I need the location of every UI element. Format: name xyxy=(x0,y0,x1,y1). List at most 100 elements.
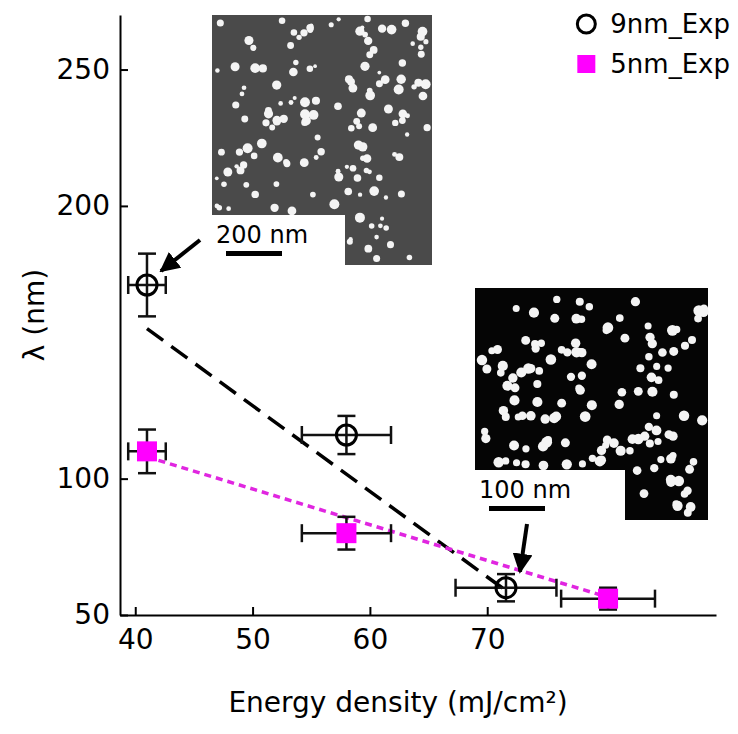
x-error-bar xyxy=(456,579,557,597)
inset-particle xyxy=(291,29,298,36)
inset-particle xyxy=(646,439,654,447)
inset-particle xyxy=(567,373,575,381)
inset-particle xyxy=(645,423,653,431)
inset-particle xyxy=(398,191,405,198)
inset-particle xyxy=(529,308,539,318)
inset-particle xyxy=(381,75,390,84)
scale-bar-label: 100 nm xyxy=(479,476,571,504)
scale-bar xyxy=(489,506,545,511)
inset-particle xyxy=(302,116,311,125)
inset-particle xyxy=(698,307,708,317)
inset-particle xyxy=(561,438,570,447)
inset-particle xyxy=(313,64,317,68)
inset-particle xyxy=(502,413,510,421)
inset-particle xyxy=(347,239,353,245)
inset-particle xyxy=(633,466,642,475)
inset-particle xyxy=(369,223,375,229)
inset-background xyxy=(212,15,432,265)
inset-particle xyxy=(620,334,629,343)
inset-particle xyxy=(685,465,694,474)
inset-particle xyxy=(360,62,369,71)
inset-particle xyxy=(241,116,248,123)
inset-particle xyxy=(357,109,366,118)
inset-particle xyxy=(356,123,362,129)
inset-particle xyxy=(668,432,677,441)
y-error-bar xyxy=(497,574,515,601)
inset-particle xyxy=(515,413,522,420)
inset-particle xyxy=(616,446,626,456)
inset-particle xyxy=(497,369,505,377)
inset-particle xyxy=(314,155,319,160)
inset-particle xyxy=(215,204,220,209)
inset-particle xyxy=(697,415,707,425)
inset-particle xyxy=(300,29,307,36)
data-point xyxy=(137,275,157,295)
tick-mark xyxy=(252,607,254,615)
tick-mark xyxy=(120,69,128,71)
inset-particle xyxy=(360,25,364,29)
inset-particle xyxy=(374,235,379,240)
inset-particle xyxy=(232,101,239,108)
inset-particle xyxy=(521,336,530,345)
error-cap xyxy=(390,426,393,444)
inset-particle xyxy=(481,434,490,443)
inset-particle xyxy=(387,25,397,35)
inset-particle xyxy=(477,355,487,365)
data-point xyxy=(137,441,157,461)
inset-particle xyxy=(265,107,272,114)
inset-particle xyxy=(513,305,520,312)
inset-particle xyxy=(531,340,539,348)
inset-particle xyxy=(586,303,593,310)
inset-particle xyxy=(597,446,606,455)
inset-particle xyxy=(587,400,597,410)
inset-particle xyxy=(647,373,657,383)
tick-mark xyxy=(120,478,128,480)
inset-particle xyxy=(645,353,652,360)
series xyxy=(128,254,556,602)
inset-particle xyxy=(329,199,339,209)
inset-particle xyxy=(234,164,238,168)
inset-particle xyxy=(631,297,640,306)
inset-particle xyxy=(399,59,406,66)
inset-particle xyxy=(259,64,267,72)
inset-particle xyxy=(645,322,652,329)
inset-particle xyxy=(576,298,584,306)
inset-particle xyxy=(557,399,566,408)
inset-particle xyxy=(309,24,313,28)
inset-particle xyxy=(516,368,526,378)
inset-particle xyxy=(223,168,232,177)
inset-particle xyxy=(407,255,413,261)
inset-particle xyxy=(306,24,314,32)
inset-particle xyxy=(284,160,291,167)
inset-particle xyxy=(384,195,388,199)
tick-mark xyxy=(120,615,128,617)
inset-particle xyxy=(587,359,597,369)
inset-particle xyxy=(411,84,416,89)
inset-particle xyxy=(242,85,247,90)
inset-particle xyxy=(394,84,404,94)
inset-particle xyxy=(508,373,517,382)
inset-particle xyxy=(423,39,428,44)
inset-particle xyxy=(378,223,383,228)
inset-particle xyxy=(636,364,644,372)
inset-particle xyxy=(546,354,557,365)
inset-particle xyxy=(580,411,591,422)
inset-particle xyxy=(664,364,671,371)
inset-particle xyxy=(217,19,224,26)
inset-particle xyxy=(493,457,503,467)
inset-particle xyxy=(365,91,375,101)
inset-particle xyxy=(358,192,362,196)
inset-particle xyxy=(337,17,341,21)
tick-label: 70 xyxy=(470,623,506,656)
inset-particle xyxy=(541,414,550,423)
inset-particle xyxy=(287,42,294,49)
inset-background xyxy=(475,288,708,520)
inset-particle xyxy=(658,348,667,357)
inset-particle xyxy=(392,120,398,126)
inset-particle xyxy=(418,27,428,37)
fit-line xyxy=(147,329,510,594)
inset-particle xyxy=(418,51,425,58)
inset-particle xyxy=(672,500,679,507)
inset-particle xyxy=(418,45,423,50)
inset-particle xyxy=(272,116,281,125)
